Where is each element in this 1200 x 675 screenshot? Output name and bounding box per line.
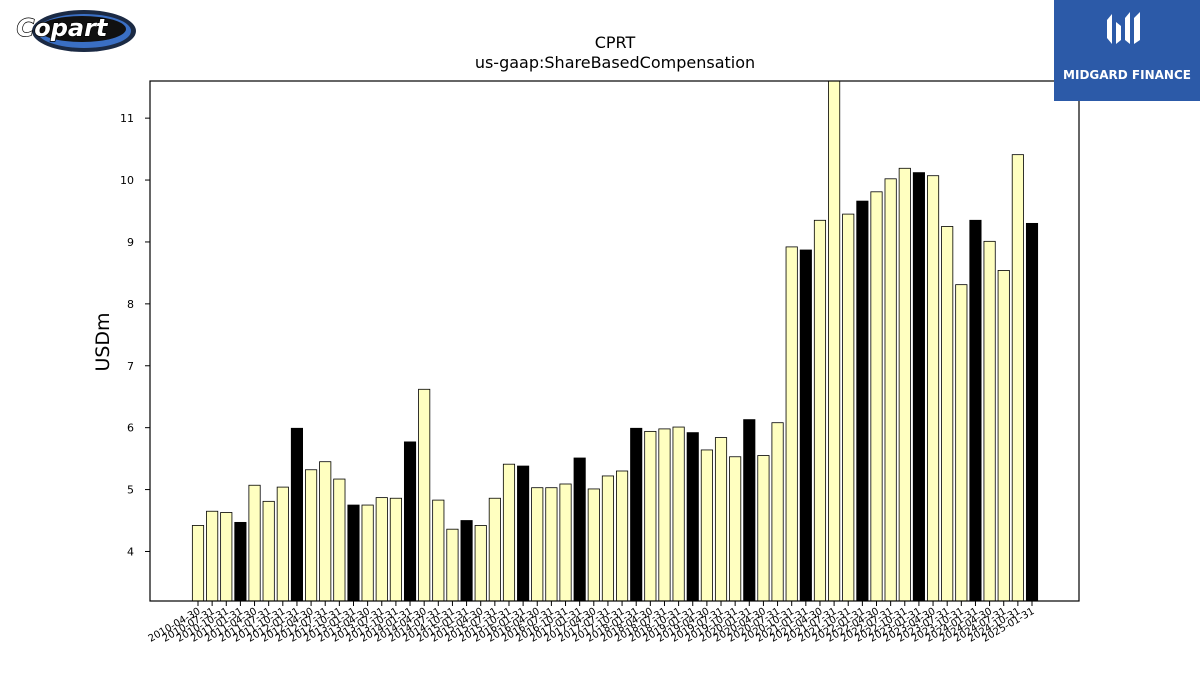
bar-2014-07-31: [432, 499, 445, 602]
bar-2010-10-31: [220, 512, 233, 602]
bar-2012-07-31: [319, 461, 332, 602]
y-axis-label: USDm: [92, 312, 114, 371]
bar-2017-04-30: [587, 488, 600, 602]
bar-2016-04-30: [531, 487, 544, 602]
bar-2011-01-31: [234, 521, 247, 602]
y-tick-label: 8: [127, 298, 134, 311]
bar-2024-01-31: [969, 219, 982, 602]
bar-2016-01-31: [517, 465, 530, 602]
y-tick-label: 6: [127, 422, 134, 435]
bar-2011-04-30: [248, 484, 261, 602]
bar-2014-04-30: [418, 388, 431, 602]
midgard-finance-text: MIDGARD FINANCE: [1063, 68, 1191, 82]
bar-2022-01-31: [856, 200, 869, 602]
bar-2013-04-30: [361, 504, 374, 602]
bar-2021-07-31: [828, 80, 841, 602]
y-tick-label: 7: [127, 360, 134, 373]
bar-2020-10-31: [785, 246, 798, 602]
bar-2017-01-31: [573, 457, 586, 602]
bar-2022-04-30: [870, 191, 883, 602]
bar-2017-07-31: [601, 475, 614, 602]
bar-2011-10-31: [276, 486, 289, 602]
bar-2024-10-31: [1011, 154, 1024, 602]
bar-2010-07-31: [206, 510, 219, 602]
bar-2024-07-31: [997, 270, 1010, 602]
x-axis-ticks: 2010-04-302010-07-312010-10-312011-01-31…: [147, 601, 1037, 645]
y-tick-label: 9: [127, 236, 134, 249]
bar-2015-04-30: [474, 525, 487, 602]
bar-2019-10-31: [729, 456, 742, 602]
bar-2022-10-31: [898, 167, 911, 602]
bar-2014-10-31: [446, 528, 459, 602]
copart-logo-text: Copart: [17, 14, 109, 42]
bar-2023-04-30: [927, 175, 940, 602]
bar-2014-01-31: [403, 441, 417, 602]
y-tick-label: 5: [127, 484, 134, 497]
bar-2015-07-31: [488, 497, 501, 602]
chart-title: CPRT: [595, 33, 636, 52]
bar-2023-10-31: [955, 284, 968, 602]
bar-2020-04-30: [757, 455, 770, 602]
bar-2013-01-31: [347, 504, 360, 602]
bar-2011-07-31: [262, 500, 275, 602]
bar-2019-07-31: [714, 437, 728, 602]
midgard-finance-logo: MIDGARD FINANCE: [1054, 0, 1200, 101]
bar-2021-04-30: [813, 219, 827, 602]
bar-2022-07-31: [884, 178, 897, 602]
bar-2017-10-31: [616, 470, 629, 602]
bar-2024-04-30: [983, 240, 996, 602]
bar-2012-01-31: [290, 427, 304, 602]
bar-2013-07-31: [375, 497, 388, 602]
bar-2016-07-31: [545, 487, 558, 602]
bar-2012-04-30: [305, 469, 318, 602]
bar-2021-10-31: [842, 213, 855, 602]
bar-2010-04-30: [191, 525, 205, 602]
bar-2019-01-31: [686, 432, 699, 602]
bar-2023-01-31: [912, 172, 925, 602]
y-axis-ticks: 4 5 6 7 8 9 10 11: [120, 112, 150, 558]
bar-2021-01-31: [799, 249, 812, 602]
midgard-mark-icon: [1107, 12, 1140, 44]
bar-2018-01-31: [630, 427, 643, 602]
bar-2023-07-31: [941, 226, 954, 602]
bar-2016-10-31: [559, 483, 572, 602]
bar-2019-04-30: [700, 449, 713, 602]
bar-2015-01-31: [460, 520, 473, 602]
bar-2020-07-31: [771, 422, 784, 602]
bar-2018-10-31: [672, 426, 685, 602]
chart-subtitle: us-gaap:ShareBasedCompensation: [475, 53, 755, 72]
plot-frame: [149, 80, 1080, 602]
y-tick-label: 10: [120, 174, 134, 187]
y-tick-label: 4: [127, 545, 134, 558]
bar-2015-10-31: [502, 463, 516, 602]
bar-2018-04-30: [644, 430, 657, 602]
y-tick-label: 11: [120, 112, 134, 125]
bar-2018-07-31: [658, 428, 671, 602]
bars-group: [191, 80, 1039, 602]
bar-2025-01-31: [1025, 222, 1039, 602]
bar-2012-10-31: [333, 478, 346, 602]
bar-2020-01-31: [743, 419, 756, 602]
copart-logo: Copart: [4, 4, 136, 54]
bar-2013-10-31: [389, 497, 402, 602]
